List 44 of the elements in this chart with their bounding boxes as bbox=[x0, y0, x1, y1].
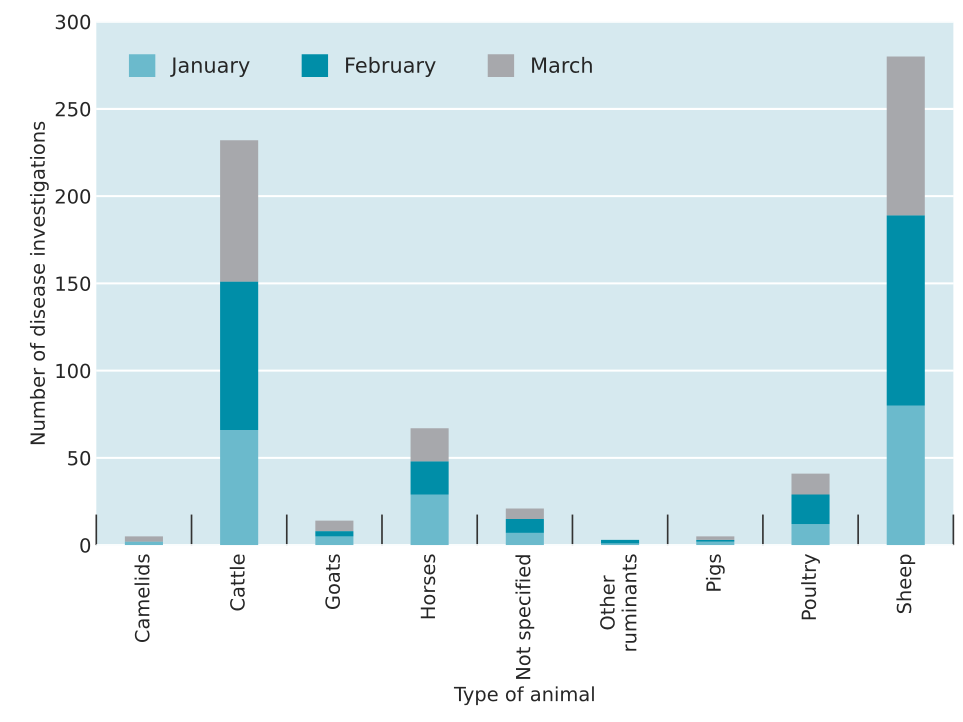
y-axis-title: Number of disease investigations bbox=[30, 122, 49, 444]
bar bbox=[886, 215, 925, 406]
y-tick-label: 300 bbox=[56, 14, 90, 30]
bar bbox=[220, 282, 258, 430]
bar bbox=[791, 494, 830, 524]
bar bbox=[315, 536, 354, 546]
bar bbox=[696, 536, 734, 540]
y-tick-label: 200 bbox=[56, 189, 90, 204]
bar bbox=[506, 508, 544, 519]
y-tick-label: 150 bbox=[56, 276, 90, 292]
x-tick-label: Pigs bbox=[706, 554, 725, 591]
x-tick-label: Camelids bbox=[134, 554, 150, 642]
x-tick-label: Other ruminants bbox=[600, 554, 637, 651]
bar bbox=[506, 518, 544, 533]
bar bbox=[696, 542, 734, 546]
bar bbox=[506, 532, 544, 546]
bar bbox=[410, 494, 449, 546]
x-tick-label: Goats bbox=[325, 554, 340, 609]
x-tick-label: Horses bbox=[420, 554, 436, 618]
x-axis-title: Type of animal bbox=[454, 686, 594, 706]
legend-label: February bbox=[346, 56, 436, 78]
x-tick-label: Cattle bbox=[230, 554, 245, 610]
bar bbox=[791, 474, 830, 495]
bar bbox=[220, 140, 258, 282]
bar bbox=[601, 540, 640, 544]
bar bbox=[886, 56, 925, 216]
bar bbox=[410, 428, 449, 462]
x-tick-label: Not specified bbox=[515, 555, 534, 679]
x-tick-label: Poultry bbox=[801, 554, 820, 620]
bar bbox=[315, 531, 354, 536]
legend-label: January bbox=[170, 58, 250, 78]
y-tick-label: 250 bbox=[56, 102, 90, 117]
x-tick-label: Sheep bbox=[896, 554, 916, 614]
bar bbox=[791, 524, 830, 546]
legend-label: March bbox=[532, 56, 592, 73]
bar bbox=[886, 406, 925, 546]
bar bbox=[124, 536, 163, 542]
y-tick-label: 100 bbox=[56, 364, 90, 378]
bar bbox=[315, 520, 354, 532]
y-tick-label: 0 bbox=[80, 538, 90, 553]
bar bbox=[124, 542, 163, 546]
bar bbox=[410, 461, 449, 495]
bar bbox=[220, 430, 258, 546]
y-tick-label: 50 bbox=[68, 450, 90, 466]
